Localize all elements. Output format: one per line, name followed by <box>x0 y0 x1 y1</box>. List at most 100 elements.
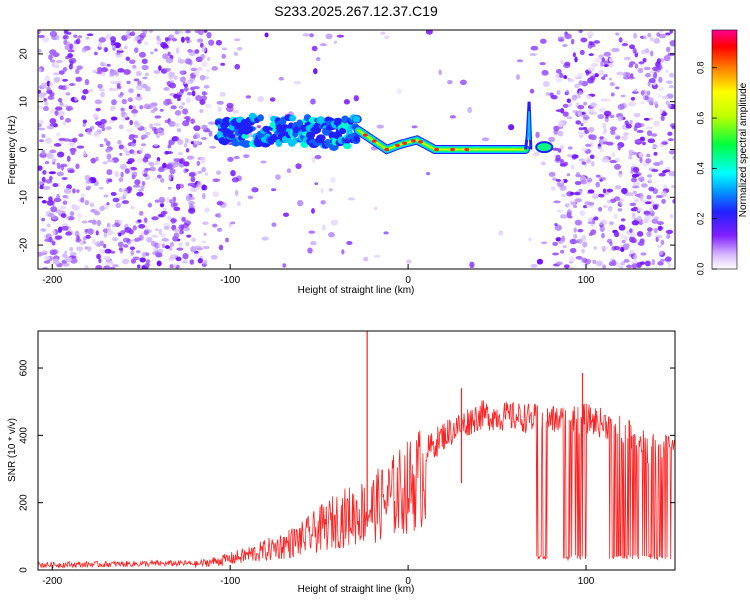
noise-point <box>118 232 122 237</box>
noise-point <box>640 90 645 96</box>
noise-point <box>593 246 597 250</box>
noise-point <box>566 191 574 197</box>
noise-point <box>194 253 200 258</box>
noise-point <box>561 235 565 242</box>
noise-point <box>61 225 69 231</box>
noise-point <box>53 197 62 203</box>
noise-point <box>623 56 632 61</box>
noise-point <box>611 47 619 53</box>
noise-point <box>264 32 269 38</box>
noise-point <box>578 80 583 86</box>
signal-point <box>241 140 252 148</box>
noise-point <box>153 143 159 147</box>
y-tick-label: 20 <box>19 48 30 60</box>
noise-point <box>646 130 653 137</box>
noise-point <box>86 129 92 136</box>
noise-point <box>469 261 475 269</box>
noise-point <box>574 181 582 186</box>
noise-point <box>38 119 45 124</box>
noise-point <box>603 51 612 57</box>
noise-point <box>186 155 195 160</box>
noise-point <box>84 78 90 86</box>
noise-point <box>189 259 195 265</box>
noise-point <box>215 39 223 46</box>
noise-point <box>60 165 65 171</box>
noise-point <box>569 247 577 254</box>
noise-point <box>98 258 102 264</box>
noise-point <box>629 236 636 243</box>
noise-point <box>44 256 51 260</box>
noise-point <box>617 208 623 212</box>
noise-point <box>99 205 105 212</box>
noise-point <box>649 36 654 42</box>
noise-point <box>567 146 573 150</box>
noise-point <box>157 213 165 218</box>
noise-point <box>73 205 80 211</box>
noise-point <box>175 47 180 54</box>
noise-point <box>139 257 146 263</box>
noise-point <box>65 92 71 96</box>
noise-point <box>57 151 65 158</box>
noise-point <box>652 144 658 149</box>
noise-point <box>658 86 665 92</box>
noise-point <box>69 211 75 217</box>
noise-point <box>128 88 134 94</box>
noise-point <box>559 144 565 150</box>
noise-point <box>45 160 50 165</box>
noise-point <box>648 78 656 84</box>
noise-point <box>646 126 653 130</box>
noise-point <box>572 52 576 58</box>
noise-point <box>606 199 611 204</box>
noise-point <box>51 215 58 220</box>
noise-point <box>576 72 584 78</box>
noise-point <box>373 254 381 258</box>
noise-point <box>628 63 634 68</box>
noise-point <box>193 125 201 132</box>
noise-point <box>89 202 95 208</box>
noise-point <box>182 120 190 127</box>
noise-point <box>296 199 304 207</box>
noise-point <box>204 172 208 176</box>
noise-point <box>644 201 652 205</box>
noise-point <box>661 141 668 145</box>
noise-point <box>61 176 68 181</box>
noise-point <box>651 258 656 266</box>
noise-point <box>592 193 600 197</box>
noise-point <box>167 51 171 56</box>
noise-point <box>103 194 109 198</box>
noise-point <box>151 234 159 238</box>
noise-point <box>136 191 144 197</box>
noise-point <box>62 194 68 199</box>
noise-point <box>613 196 621 202</box>
noise-point <box>667 52 675 57</box>
noise-point <box>119 152 123 156</box>
noise-point <box>599 176 607 181</box>
noise-point <box>579 210 586 216</box>
noise-point <box>204 76 210 80</box>
noise-point <box>141 64 149 71</box>
noise-point <box>65 118 72 123</box>
noise-point <box>177 59 186 64</box>
noise-point <box>278 76 285 81</box>
noise-point <box>669 40 675 47</box>
noise-point <box>53 62 60 69</box>
noise-point <box>659 30 664 33</box>
noise-point <box>38 30 41 35</box>
noise-point <box>145 225 149 231</box>
noise-point <box>647 81 651 87</box>
noise-point <box>555 178 561 182</box>
x-tick-label: -200 <box>42 576 62 587</box>
noise-point <box>170 217 176 224</box>
noise-point <box>111 45 116 49</box>
noise-point <box>201 240 206 244</box>
noise-point <box>139 105 144 110</box>
noise-point <box>173 75 178 80</box>
noise-point <box>163 87 170 91</box>
noise-point <box>184 30 191 34</box>
noise-point <box>617 144 621 151</box>
noise-point <box>94 51 98 56</box>
noise-point <box>587 189 595 194</box>
noise-point <box>653 151 658 156</box>
noise-point <box>194 49 200 54</box>
noise-point <box>143 217 148 223</box>
